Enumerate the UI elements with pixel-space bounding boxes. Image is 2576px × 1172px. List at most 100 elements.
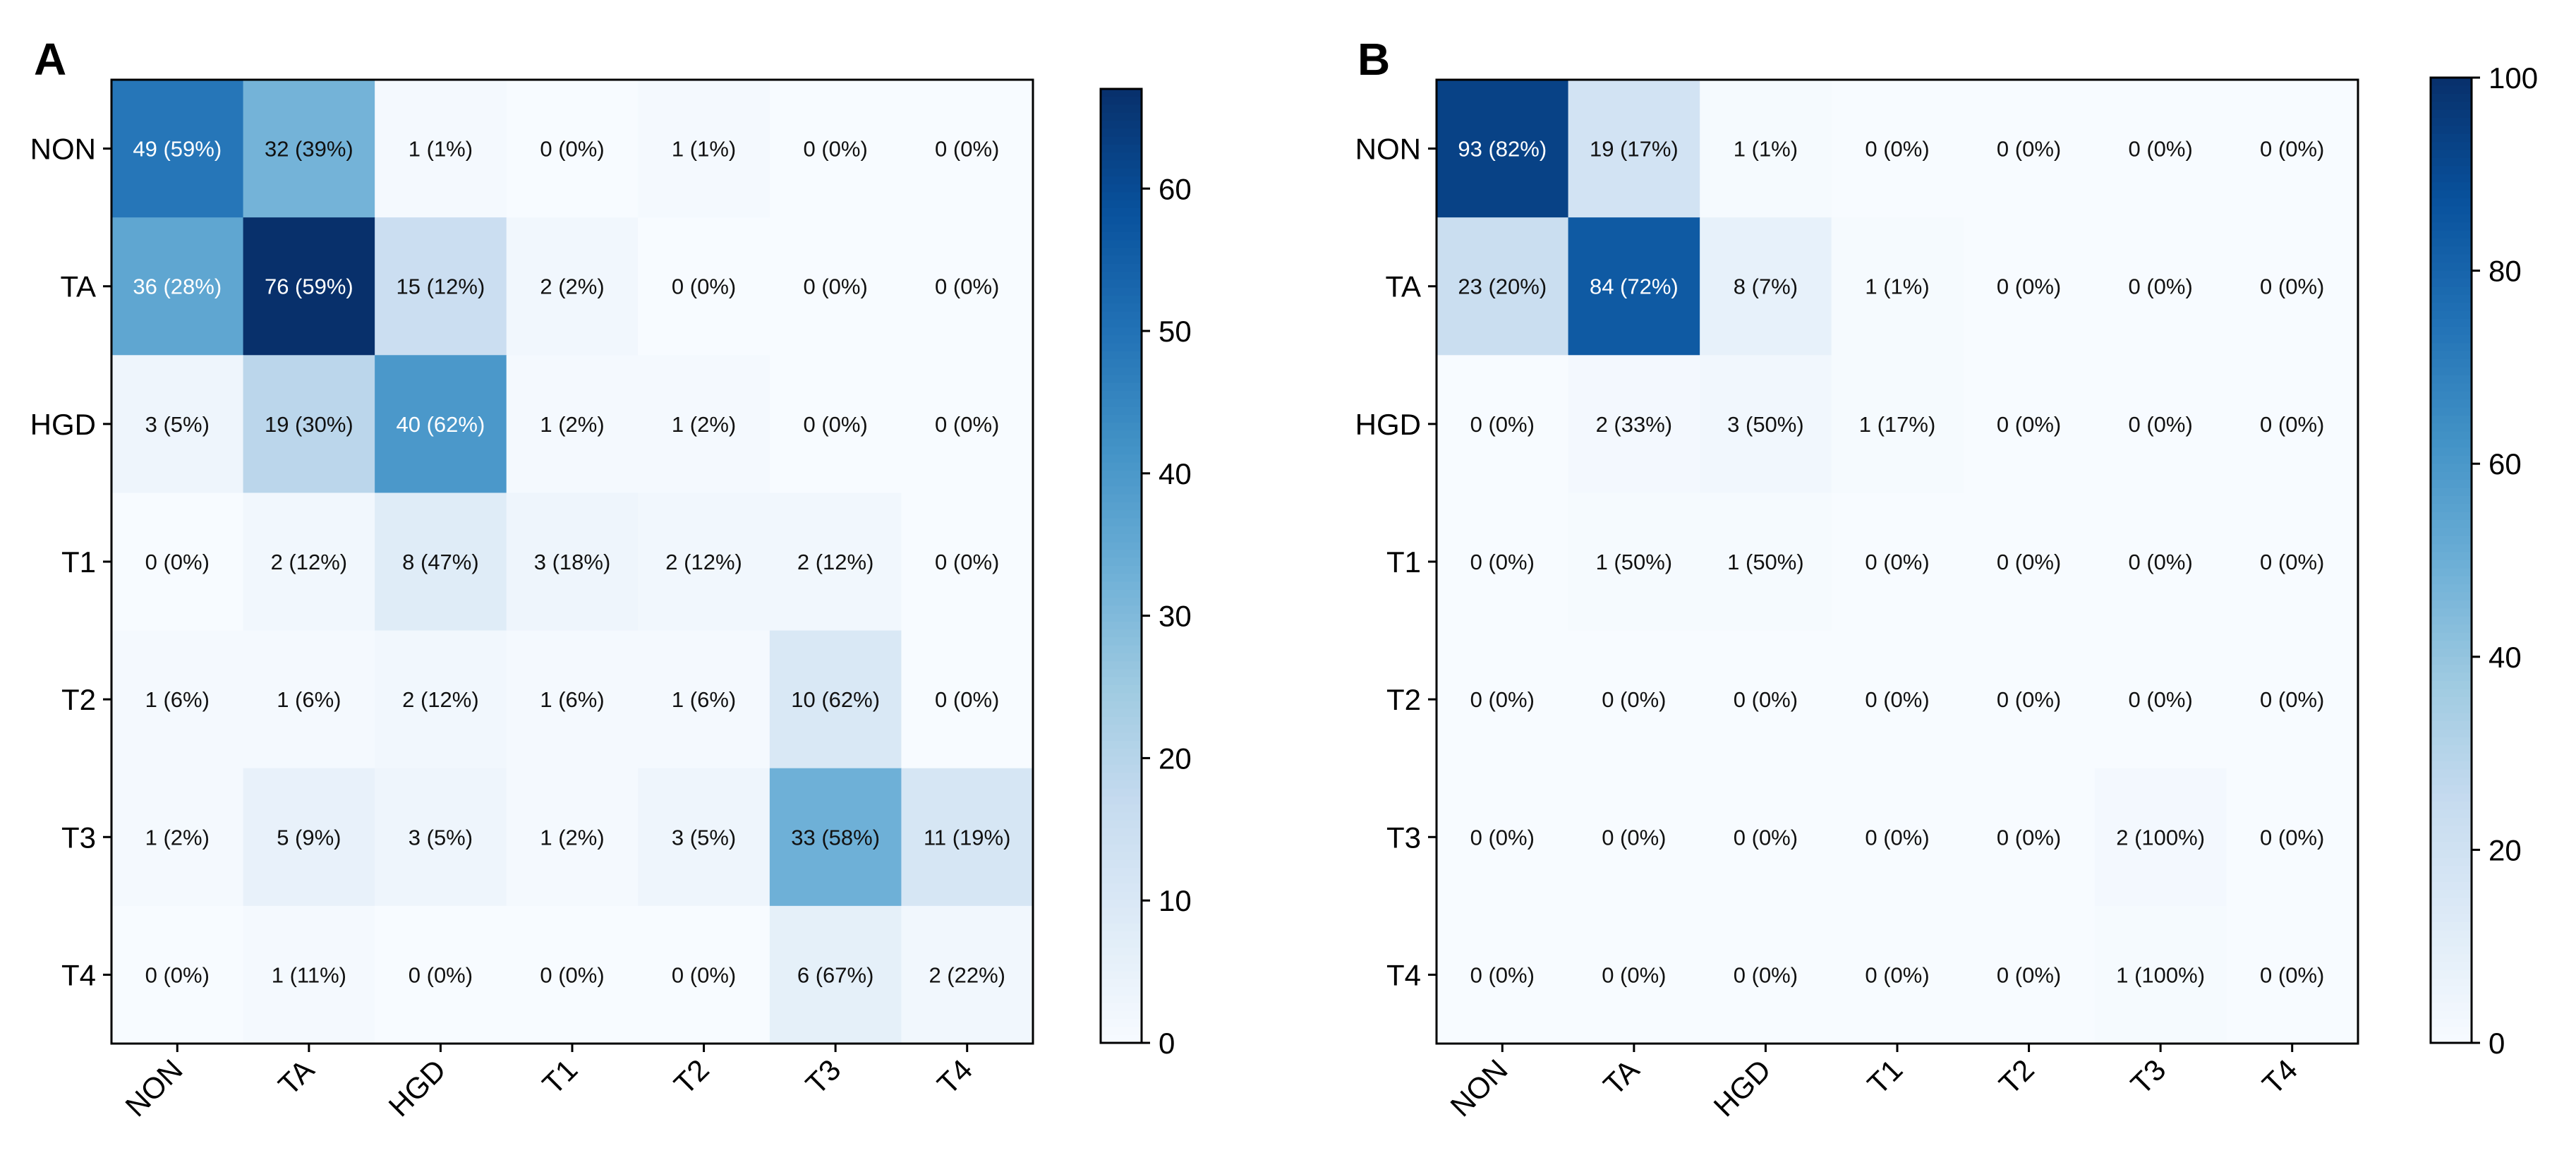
colorbar-segment xyxy=(1101,764,1142,773)
colorbar-segment xyxy=(2431,198,2472,207)
cell-label: 23 (20%) xyxy=(1458,274,1547,299)
colorbar-segment xyxy=(2431,656,2472,665)
colorbar-segment xyxy=(1101,168,1142,177)
colorbar-segment xyxy=(1101,804,1142,814)
colorbar-segment xyxy=(1101,788,1142,797)
y-tick-label: NON xyxy=(1355,133,1421,166)
cell-label: 0 (0%) xyxy=(2128,550,2192,574)
panel-a: A 49 (59%) 32 (39%) 1 (1%) 0 (0%) 1 (1%) 0 (0… xyxy=(30,34,1192,1123)
cell-label: 2 (12%) xyxy=(402,687,479,712)
cell-label: 11 (19%) xyxy=(924,825,1011,850)
x-tick-label: HGD xyxy=(382,1053,452,1123)
colorbar-segment xyxy=(2431,150,2472,159)
colorbar-segment xyxy=(1101,430,1142,440)
colorbar-segment xyxy=(1101,375,1142,384)
x-tick-label: TA xyxy=(272,1053,320,1101)
x-tick-label: HGD xyxy=(1707,1053,1777,1123)
colorbar-segment xyxy=(1101,391,1142,400)
colorbar-segment xyxy=(2431,817,2472,826)
colorbar-segment xyxy=(2431,102,2472,111)
colorbar-segment xyxy=(1101,629,1142,639)
heatmap-cell xyxy=(375,355,507,493)
colorbar-segment xyxy=(2431,857,2472,866)
colorbar-segment xyxy=(2431,753,2472,762)
colorbar-segment xyxy=(2431,713,2472,722)
colorbar-segment xyxy=(1101,399,1142,408)
y-tick-label: T4 xyxy=(1386,958,1421,991)
colorbar-segment xyxy=(2431,665,2472,674)
colorbar-segment xyxy=(2431,182,2472,191)
colorbar-segment xyxy=(2431,118,2472,127)
colorbar-segment xyxy=(2431,270,2472,279)
heatmap-cell xyxy=(769,630,902,769)
colorbar-segment xyxy=(2431,279,2472,288)
colorbar-segment xyxy=(2431,696,2472,706)
heatmap-cell xyxy=(243,355,375,493)
colorbar-segment xyxy=(1101,97,1142,106)
cell-label: 1 (50%) xyxy=(1727,550,1804,574)
colorbar-segment xyxy=(2431,616,2472,625)
colorbar-segment xyxy=(1101,367,1142,376)
colorbar-segment xyxy=(1101,828,1142,837)
y-tick-label: TA xyxy=(1385,270,1421,303)
heatmap-cell xyxy=(901,905,1034,1044)
y-tick-label: T2 xyxy=(61,683,96,716)
colorbar-segment xyxy=(1101,955,1142,965)
colorbar-segment xyxy=(1101,1019,1142,1028)
colorbar-segment xyxy=(1101,478,1142,488)
colorbar-segment xyxy=(2431,729,2472,738)
colorbar-segment xyxy=(2431,512,2472,521)
colorbar-segment xyxy=(2431,721,2472,730)
cell-label: 0 (0%) xyxy=(1997,962,2061,987)
heatmap-cell xyxy=(638,905,770,1044)
y-tick-label: T3 xyxy=(61,821,96,854)
cell-label: 1 (2%) xyxy=(540,412,604,437)
colorbar-segment xyxy=(1101,208,1142,217)
colorbar-segment xyxy=(2431,174,2472,183)
cell-label: 3 (5%) xyxy=(145,412,210,437)
colorbar-segment xyxy=(1101,533,1142,543)
heatmap-cell xyxy=(2226,630,2359,769)
colorbar-tick-label: 20 xyxy=(2489,833,2522,866)
colorbar-segment xyxy=(2431,560,2472,569)
colorbar-segment xyxy=(2431,761,2472,771)
colorbar-segment xyxy=(1101,772,1142,781)
cell-label: 0 (0%) xyxy=(1470,962,1535,987)
colorbar-segment xyxy=(1101,319,1142,328)
colorbar-segment xyxy=(1101,725,1142,734)
heatmap-cell xyxy=(1963,905,2096,1044)
colorbar-segment xyxy=(1101,454,1142,464)
panel-b: B 93 (82%) 19 (17%) 1 (1%) 0 (0%) 0 (0%) 0 (0… xyxy=(1355,34,2538,1123)
colorbar-segment xyxy=(2431,294,2472,303)
colorbar-segment xyxy=(2431,327,2472,336)
colorbar-segment xyxy=(1101,796,1142,805)
colorbar-segment xyxy=(1101,518,1142,527)
colorbar-segment xyxy=(1101,542,1142,551)
colorbar-segment xyxy=(1101,677,1142,686)
colorbar-segment xyxy=(2431,310,2472,320)
colorbar-segment xyxy=(2431,391,2472,400)
colorbar-segment xyxy=(2431,93,2472,102)
cell-label: 1 (1%) xyxy=(1734,137,1798,162)
cell-label: 49 (59%) xyxy=(133,137,222,162)
colorbar-segment xyxy=(1101,216,1142,225)
heatmap-cell xyxy=(506,630,639,769)
cell-label: 0 (0%) xyxy=(1602,687,1666,712)
heatmap-cell xyxy=(2226,905,2359,1044)
heatmap-cell xyxy=(1963,768,2096,907)
colorbar-segment xyxy=(2431,1010,2472,1020)
colorbar-segment xyxy=(2431,471,2472,481)
heatmap-cell xyxy=(506,355,639,493)
x-tick-label: T1 xyxy=(1861,1053,1909,1101)
heatmap-cell xyxy=(901,768,1034,907)
cell-label: 0 (0%) xyxy=(409,962,473,987)
colorbar-segment xyxy=(2431,1027,2472,1036)
panel-label: B xyxy=(1357,34,1390,85)
colorbar-tick-label: 10 xyxy=(1159,884,1192,917)
cell-label: 0 (0%) xyxy=(1470,825,1535,850)
heatmap-cell xyxy=(2226,493,2359,632)
colorbar-segment xyxy=(1101,589,1142,598)
cell-label: 0 (0%) xyxy=(935,412,999,437)
colorbar-segment xyxy=(2431,681,2472,690)
cell-label: 0 (0%) xyxy=(803,412,867,437)
